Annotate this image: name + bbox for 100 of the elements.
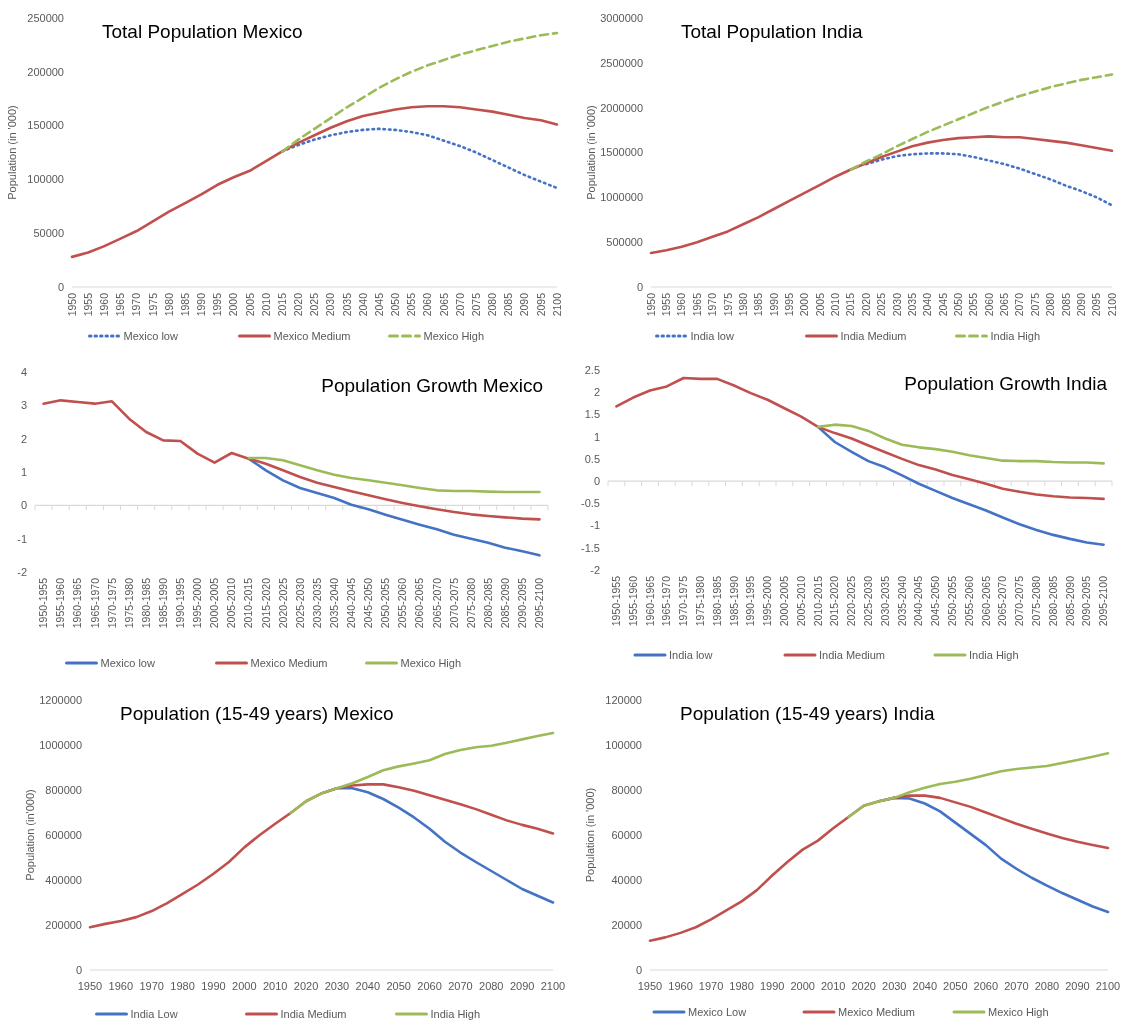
x-tick-label: 2020-2025: [845, 575, 858, 627]
x-tick-label: 2025: [875, 292, 888, 317]
legend-label: India low: [690, 329, 734, 342]
x-tick-label: 1950: [65, 292, 78, 317]
x-tick-label: 2070: [448, 980, 473, 992]
y-tick-label: 2: [593, 386, 600, 399]
x-tick-label: 2010: [829, 292, 842, 317]
line-series: [649, 135, 1114, 255]
y-tick-label: 3000000: [600, 11, 643, 24]
x-tick-label: 2060-2065: [413, 577, 426, 629]
line-series: [816, 425, 1105, 546]
y-tick-label: 1000000: [600, 191, 643, 204]
line-series: [289, 731, 555, 815]
x-tick-label: 2015: [844, 292, 857, 317]
x-tick-label: 2010: [262, 980, 288, 992]
x-tick-label: 1965: [114, 292, 127, 317]
x-tick-label: 2080: [1044, 292, 1057, 317]
x-tick-label: 2000-2005: [778, 575, 791, 627]
x-tick-label: 2030-2035: [878, 575, 891, 627]
chart-title: Population (15-49 years) India: [680, 703, 935, 724]
x-tick-label: 2005-2010: [794, 575, 807, 627]
x-tick-label: 2080: [479, 980, 504, 992]
legend-label: Mexico Medium: [250, 656, 328, 669]
y-tick-label: 600000: [45, 828, 82, 841]
x-tick-label: 2045-2050: [929, 575, 942, 627]
y-axis-title: Population (in '000): [585, 105, 597, 200]
line-series: [70, 104, 559, 259]
x-tick-label: 2045: [936, 292, 949, 317]
x-tick-label: 2000: [798, 292, 811, 317]
x-tick-label: 1970: [130, 292, 143, 317]
legend-label: India low: [669, 648, 713, 661]
y-tick-label: 800000: [45, 783, 82, 796]
y-tick-label: 1.5: [584, 408, 600, 421]
x-tick-label: 1950-1955: [610, 575, 623, 627]
x-tick-label: 2060: [973, 980, 999, 992]
x-tick-label: 1950: [77, 980, 103, 992]
y-tick-label: 2500000: [600, 56, 643, 69]
x-tick-label: 1950-1955: [37, 577, 50, 629]
y-tick-label: 250000: [27, 11, 64, 24]
x-tick-label: 2090-2095: [516, 577, 529, 629]
x-tick-label: 2020-2025: [276, 577, 289, 629]
x-tick-label: 1960: [108, 980, 134, 992]
x-tick-label: 1950: [644, 292, 657, 317]
x-tick-label: 2055: [405, 292, 418, 317]
x-tick-label: 2030: [324, 980, 350, 992]
y-tick-label: 0: [636, 280, 643, 293]
x-tick-label: 1970: [706, 292, 719, 317]
y-tick-label: 100000: [605, 738, 642, 751]
y-tick-label: -1: [17, 532, 27, 545]
x-tick-label: 2050-2055: [946, 575, 959, 627]
chart-title: Population Growth India: [904, 373, 1108, 394]
y-tick-label: 1500000: [600, 146, 643, 159]
x-tick-label: 2075-2080: [464, 577, 477, 629]
x-tick-label: 2070-2075: [1013, 575, 1026, 627]
x-tick-label: 2050: [386, 980, 411, 992]
x-tick-label: 1990: [195, 292, 208, 317]
x-tick-label: 1980-1985: [139, 577, 152, 629]
y-tick-label: 0: [593, 474, 600, 487]
x-tick-label: 1965-1970: [660, 575, 673, 627]
legend-label: Mexico High: [988, 1005, 1049, 1018]
x-tick-label: 2010: [820, 980, 846, 992]
x-tick-label: 2010-2015: [242, 577, 255, 629]
y-axis-title: Population (in '000): [6, 105, 18, 200]
x-tick-label: 2040-2045: [912, 575, 925, 627]
x-tick-label: 2100: [540, 980, 566, 992]
x-tick-label: 2080-2085: [1046, 575, 1059, 627]
x-tick-label: 2090-2095: [1080, 575, 1093, 627]
x-tick-label: 2085-2090: [1063, 575, 1076, 627]
x-tick-label: 2095: [1090, 292, 1103, 317]
x-tick-label: 1990-1995: [174, 577, 187, 629]
x-tick-label: 1995: [211, 292, 224, 317]
x-tick-label: 2040-2045: [345, 577, 358, 629]
x-tick-label: 1975: [146, 292, 159, 317]
x-tick-label: 1985: [752, 292, 765, 317]
x-tick-label: 2085: [1059, 292, 1072, 317]
legend-label: Mexico High: [400, 656, 462, 669]
x-tick-label: 2060: [421, 292, 434, 317]
y-tick-label: -1: [590, 519, 600, 532]
y-tick-label: 0.5: [584, 452, 600, 465]
x-tick-label: 2055-2060: [396, 577, 409, 629]
x-tick-label: 2035-2040: [895, 575, 908, 627]
x-tick-label: 2045: [372, 292, 385, 317]
x-tick-label: 2050: [389, 292, 402, 317]
x-tick-label: 2045-2050: [362, 577, 375, 629]
x-tick-label: 1955: [81, 292, 94, 317]
x-tick-label: 1975: [721, 292, 734, 317]
legend-label: Mexico High: [423, 329, 485, 342]
x-tick-label: 1985-1990: [727, 575, 740, 627]
x-tick-label: 2040: [356, 292, 369, 317]
line-series: [247, 456, 541, 494]
legend-label: India High: [969, 648, 1019, 661]
x-tick-label: 1975-1980: [122, 577, 135, 629]
x-tick-label: 1990-1995: [744, 575, 757, 627]
y-tick-label: 150000: [27, 119, 64, 132]
x-tick-label: 1985-1990: [156, 577, 169, 629]
y-tick-label: 60000: [611, 828, 642, 841]
x-tick-label: 1980: [736, 292, 749, 317]
x-tick-label: 1990: [201, 980, 226, 992]
x-tick-label: 1985: [178, 292, 191, 317]
y-tick-label: 3: [20, 399, 27, 412]
